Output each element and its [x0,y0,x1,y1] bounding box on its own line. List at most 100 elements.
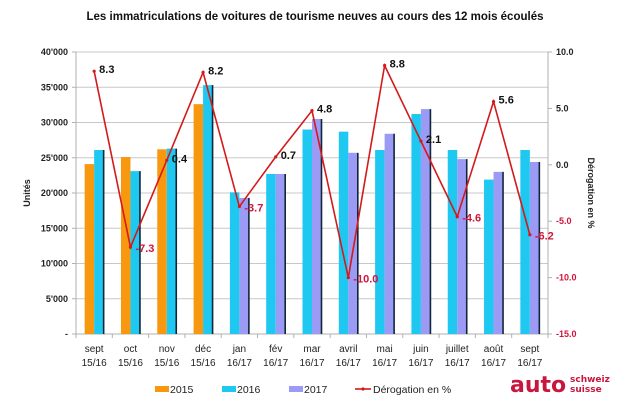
x-tick-label: 16/17 [336,358,361,369]
data-label: 2.1 [426,134,441,146]
x-tick-label: mai [377,344,393,355]
bar-2017 [312,118,322,334]
x-tick-label: déc [195,344,211,355]
logo-schweiz: schweiz [570,375,610,385]
x-tick-label: jan [232,344,246,355]
y-tick-label: - [65,329,68,339]
line-point [128,245,133,249]
data-label: -10.0 [353,274,378,286]
data-labels: 8.3 -7.3 0.4 8.2 -3.7 0.7 4.8 -10.0 8.8 2.1 -4.6 5.… [99,59,554,286]
x-tick-label: 15/16 [118,358,143,369]
legend-swatch-2015 [155,386,169,392]
x-tick-label: oct [124,344,138,355]
bar-2017 [384,133,395,334]
x-tick-label: 16/17 [227,358,252,369]
y-tick-label: 40'000 [41,47,68,57]
x-tick-label: fév [269,344,282,355]
line-point [455,215,459,219]
x-tick-label: mar [303,344,321,355]
data-label: 4.8 [317,104,332,116]
x-tick-label: sept [85,344,104,355]
y-tick-label: 25'000 [41,153,68,163]
line-point [383,63,387,68]
x-tick-label: juillet [445,344,469,355]
data-label: -4.6 [462,213,481,225]
x-tick-label: avril [339,344,357,355]
y2-axis-ticks: -15.0 -10.0 -5.0 0.0 5.0 10.0 [548,47,577,339]
logo-suisse: suisse [570,385,602,395]
y2-tick-label: -5.0 [556,216,572,226]
bar-2015 [157,149,167,334]
line-point [528,233,532,237]
y-tick-label: 35'000 [41,82,68,92]
bar-2016 [166,148,177,334]
data-label: 8.2 [208,65,223,77]
y-axis-title: Unités [22,179,32,207]
data-label: -6.2 [535,231,554,243]
bar-2016 [203,85,213,334]
data-label: 0.7 [281,150,296,162]
x-tick-label: 16/17 [445,358,470,369]
line-point [274,155,278,159]
line-point [237,204,241,209]
bar-2015 [84,164,95,334]
x-tick-label: 16/17 [299,358,324,369]
x-tick-label: 16/17 [263,358,288,369]
legend-label: 2016 [237,384,261,396]
x-axis-labels: sept 15/16 oct 15/16 nov 15/16 déc 15/16 jan 16/1… [82,344,543,369]
bars [84,85,541,334]
y2-axis-title: Dérogation en % [586,157,596,228]
x-tick-label: 16/17 [517,358,542,369]
bar-2016 [520,149,530,334]
data-label: 8.8 [390,59,405,71]
y-tick-label: 30'000 [41,118,68,128]
line-point [419,139,423,143]
y2-tick-label: 10.0 [556,47,574,57]
x-tick-label: août [484,344,504,355]
x-tick-label: 16/17 [408,358,433,369]
y2-tick-label: 5.0 [556,103,569,113]
x-tick-label: 16/17 [481,358,506,369]
line-point [165,158,169,162]
legend-swatch-2016 [222,386,236,392]
bar-2015 [193,104,204,334]
data-label: -7.3 [135,243,154,255]
x-tick-label: 16/17 [372,358,397,369]
line-point [201,70,205,74]
derogation-line [92,62,532,280]
bar-2016 [484,179,494,334]
bar-2017 [275,173,286,334]
logo: auto schweiz suisse [510,373,610,398]
data-label: 5.6 [499,95,514,107]
legend: 2015 2016 2017 Dérogation en % [155,384,451,396]
bar-2016 [229,192,240,334]
legend-label: 2015 [170,384,194,396]
y-axis-ticks: - 5'000 10'000 15'000 20'000 25'000 30'000 35'0… [41,47,76,339]
x-tick-label: sept [520,344,539,355]
legend-swatch-2017 [289,386,303,392]
bar-2016 [130,171,140,334]
x-tick-label: 15/16 [191,358,216,369]
data-label: 0.4 [172,153,188,165]
bar-2016 [94,149,104,334]
x-tick-label: 15/16 [154,358,179,369]
y2-tick-label: -15.0 [556,329,577,339]
data-label: 8.3 [99,64,114,76]
x-tick-label: 15/16 [82,358,107,369]
chart-title: Les immatriculations de voitures de tour… [87,11,544,23]
bar-2017 [239,197,249,334]
line-point [92,69,96,73]
bar-2017 [493,171,504,334]
y2-tick-label: 0.0 [556,160,569,170]
line-point [491,100,496,104]
logo-auto: auto [510,373,566,398]
y2-tick-label: -10.0 [556,273,577,283]
bar-2016 [375,149,385,334]
bar-2016 [302,129,312,334]
data-label: -3.7 [244,203,263,215]
bar-2017 [457,159,467,334]
bar-2017 [420,109,431,334]
x-tick-label: juin [412,344,429,355]
legend-label: 2017 [304,384,328,396]
